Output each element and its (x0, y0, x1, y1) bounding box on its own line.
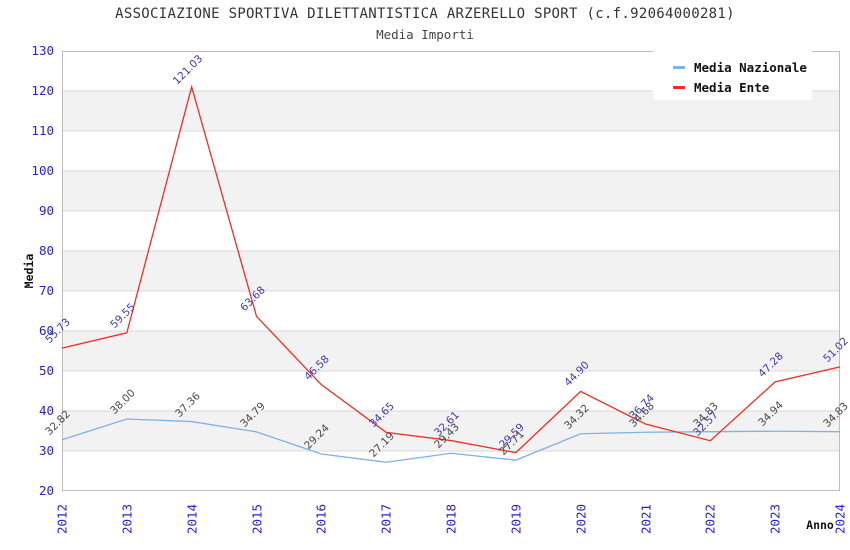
y-tick-label: 120 (31, 83, 54, 98)
x-tick-label: 2020 (573, 503, 589, 535)
band (62, 251, 840, 291)
x-tick-label: 2013 (119, 503, 135, 535)
y-tick-label: 80 (38, 243, 54, 258)
media-ente-line-swatch (673, 85, 685, 89)
plot-border (62, 51, 840, 491)
y-tick-label: 130 (31, 43, 54, 58)
media-nazionale-line-swatch (673, 65, 685, 69)
x-tick-label: 2015 (249, 503, 264, 535)
line-media-nazionale (61, 418, 841, 463)
y-tick-label: 60 (38, 323, 54, 338)
y-tick-label: 20 (38, 483, 54, 498)
y-tick-label: 70 (38, 283, 54, 298)
x-tick-label: 2016 (313, 503, 329, 535)
y-tick-label: 40 (38, 403, 54, 418)
band (62, 331, 840, 371)
y-tick-label: 110 (31, 123, 54, 138)
x-tick-label: 2023 (767, 503, 783, 535)
legend-item-media-ente: Media Ente (673, 79, 812, 95)
band (62, 411, 840, 451)
chart-subtitle: Media Importi (376, 27, 474, 42)
x-tick-label: 2014 (184, 503, 200, 535)
band (62, 171, 840, 211)
legend-label-media-nazionale: Media Nazionale (694, 59, 807, 75)
x-tick-label: 2019 (508, 503, 524, 535)
y-tick-label: 100 (31, 163, 54, 178)
plot-canvas (61, 51, 841, 491)
x-tick-label: 2018 (443, 503, 459, 535)
x-tick-label: 2022 (702, 503, 718, 535)
legend-label-media-ente: Media Ente (694, 79, 770, 95)
chart-title: ASSOCIAZIONE SPORTIVA DILETTANTISTICA AR… (115, 6, 735, 22)
plot-area (61, 51, 841, 491)
y-tick-label: 30 (38, 443, 54, 458)
y-tick-label: 90 (38, 203, 54, 218)
y-tick-label: 50 (38, 363, 54, 378)
x-tick-label: 2021 (638, 503, 653, 535)
x-tick-label: 2024 (832, 503, 848, 535)
x-tick-label: 2017 (378, 503, 394, 535)
legend-item-media-nazionale: Media Nazionale (673, 59, 812, 75)
x-tick-label: 2012 (54, 503, 70, 535)
legend: Media Nazionale Media Ente (653, 50, 812, 100)
x-axis-title: Anno (806, 518, 834, 532)
line-media-ente (61, 84, 841, 454)
